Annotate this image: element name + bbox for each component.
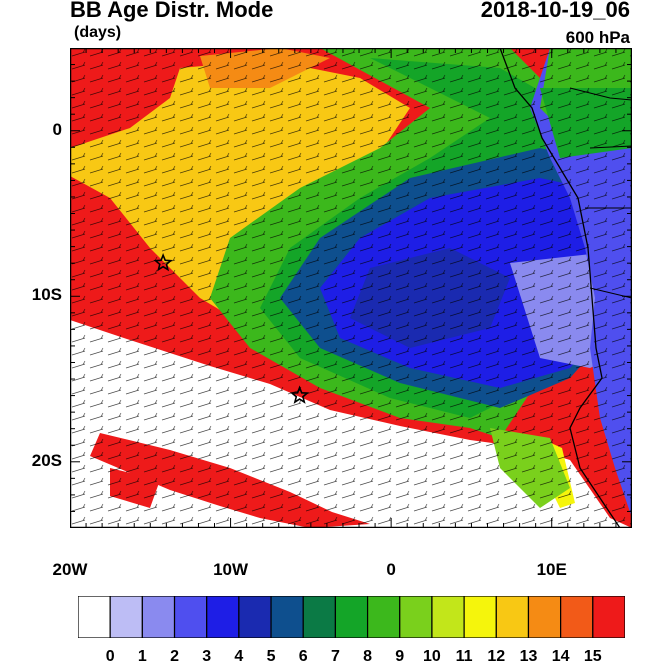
colorbar-swatch <box>302 596 337 638</box>
colorbar-tick-label: 0 <box>105 648 115 665</box>
colorbar-tick-label: 9 <box>395 648 405 665</box>
star-marker <box>289 385 310 404</box>
map-panel <box>69 47 633 529</box>
colorbar-swatch <box>78 596 111 638</box>
colorbar-tick-label: 7 <box>330 648 340 665</box>
colorbar-tick-label: 12 <box>487 648 506 665</box>
map-title: BB Age Distr. Mode <box>70 0 274 22</box>
x-tick-label: 0 <box>386 560 396 579</box>
colorbar-swatch <box>431 596 465 638</box>
age-distribution-map <box>69 47 633 529</box>
datetime-label: 2018-10-19_06 <box>480 0 630 22</box>
colorbar-tick-label: 2 <box>170 648 179 665</box>
colorbar-tick-label: 6 <box>298 648 308 665</box>
colorbar-swatch <box>463 596 497 638</box>
pressure-level-label: 600 hPa <box>565 28 630 47</box>
y-tick-label: 10S <box>31 285 62 305</box>
colorbar-tick-label: 13 <box>519 648 538 665</box>
x-tick-label: 20W <box>52 560 88 579</box>
colorbar-swatch <box>560 596 594 638</box>
colorbar-tick-label: 4 <box>234 648 244 665</box>
star-marker <box>153 253 173 272</box>
colorbar <box>78 596 625 638</box>
x-tick-label: 10E <box>536 560 567 579</box>
colorbar-swatch <box>399 596 433 638</box>
colorbar-swatch <box>109 596 143 638</box>
colorbar-swatch <box>206 596 240 638</box>
colorbar-tick-label: 3 <box>202 648 212 665</box>
colorbar-swatch <box>366 596 401 638</box>
colorbar-swatch <box>173 596 208 638</box>
wind-barbs <box>70 48 632 528</box>
colorbar-tick-label: 15 <box>583 648 602 665</box>
colorbar-tick-label: 11 <box>455 648 473 665</box>
colorbar-swatch <box>141 596 176 638</box>
y-tick-label: 0 <box>52 119 62 139</box>
map-markers <box>153 253 310 404</box>
y-tick-label: 20S <box>31 450 62 470</box>
colorbar-tick-label: 10 <box>423 648 441 665</box>
colorbar-tick-label: 1 <box>137 648 147 665</box>
colorbar-swatch <box>592 596 625 638</box>
colorbar-swatch <box>495 596 530 638</box>
colorbar-tick-label: 8 <box>363 648 373 665</box>
colorbar-swatch <box>270 596 304 638</box>
units-label: (days) <box>74 24 122 41</box>
axis-ticks <box>69 47 633 529</box>
x-tick-label: 10W <box>213 560 249 579</box>
colorbar-tick-label: 5 <box>266 648 276 665</box>
colorbar-swatch <box>527 596 562 638</box>
colorbar-swatch <box>238 596 272 638</box>
colorbar-tick-label: 14 <box>551 648 570 665</box>
colorbar-swatch <box>334 596 369 638</box>
